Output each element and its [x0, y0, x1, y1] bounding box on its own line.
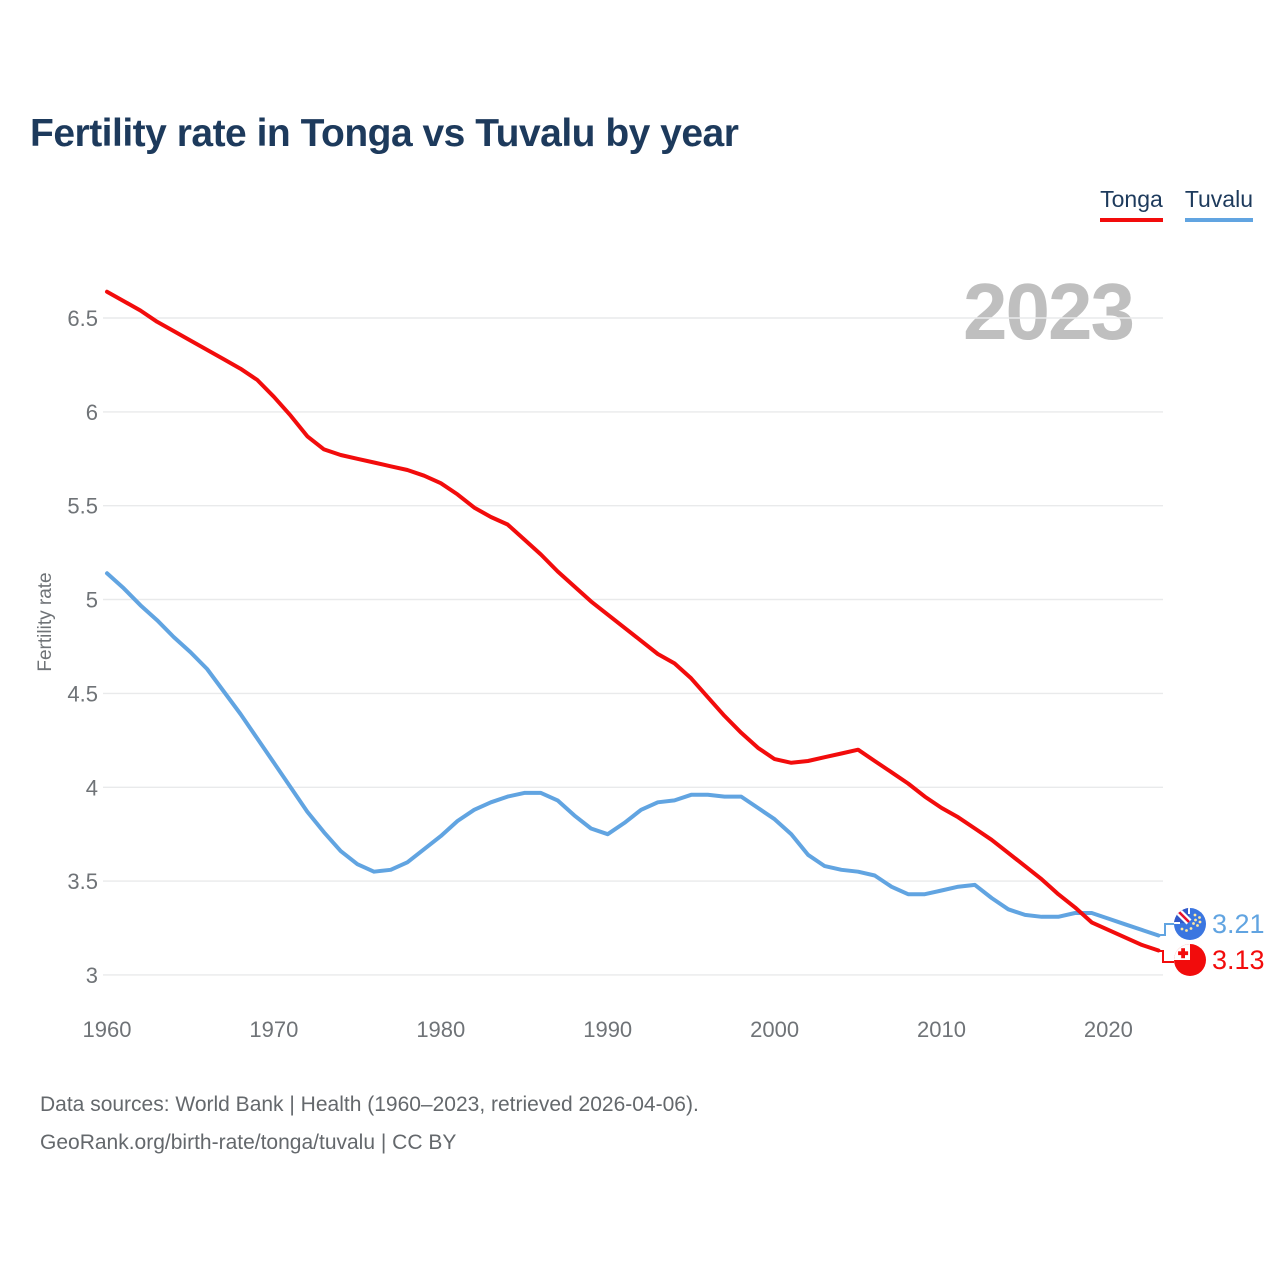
tonga-end-value: 3.13	[1212, 945, 1265, 975]
tonga-connector	[1158, 950, 1174, 963]
x-tick-2020: 2020	[1084, 1017, 1133, 1042]
end-label-tonga: 3.13	[1174, 944, 1265, 976]
legend-item-tuvalu[interactable]: Tuvalu	[1184, 186, 1253, 222]
y-tick-5: 5	[86, 588, 98, 613]
legend: Tonga Tuvalu	[1100, 186, 1253, 222]
footer-sources-line: Data sources: World Bank | Health (1960–…	[40, 1093, 699, 1116]
y-tick-3: 3	[86, 963, 98, 988]
y-axis-title: Fertility rate	[35, 572, 56, 672]
watermark-year: 2023	[963, 267, 1135, 356]
series-line-tonga	[105, 289, 1161, 953]
series-line-tuvalu	[105, 571, 1161, 938]
tuvalu-end-value: 3.21	[1212, 909, 1265, 939]
footer: Data sources: World Bank | Health (1960–…	[40, 1086, 699, 1162]
plot-area: 3 3.5 4 4.5 5 5.5 6 6.5 1960 1970 1980 1990 2000 2010…	[67, 289, 1174, 1042]
tuvalu-flag-icon	[1174, 908, 1206, 940]
x-tick-2010: 2010	[917, 1017, 966, 1042]
y-tick-4.5: 4.5	[67, 681, 98, 706]
y-tick-4: 4	[86, 775, 98, 800]
tuvalu-connector	[1158, 923, 1174, 936]
x-tick-2000: 2000	[750, 1017, 799, 1042]
end-label-tuvalu: 3.21	[1174, 908, 1265, 940]
x-tick-1970: 1970	[249, 1017, 298, 1042]
y-tick-6: 6	[86, 400, 98, 425]
y-tick-6.5: 6.5	[67, 306, 98, 331]
chart-title: Fertility rate in Tonga vs Tuvalu by yea…	[30, 112, 739, 155]
legend-item-tonga[interactable]: Tonga	[1100, 186, 1163, 222]
x-tick-1960: 1960	[83, 1017, 132, 1042]
tonga-flag-icon	[1174, 944, 1206, 976]
y-tick-3.5: 3.5	[67, 869, 98, 894]
y-tick-5.5: 5.5	[67, 494, 98, 519]
footer-attribution-line: GeoRank.org/birth-rate/tonga/tuvalu | CC…	[40, 1131, 457, 1154]
x-tick-1990: 1990	[583, 1017, 632, 1042]
x-tick-1980: 1980	[416, 1017, 465, 1042]
